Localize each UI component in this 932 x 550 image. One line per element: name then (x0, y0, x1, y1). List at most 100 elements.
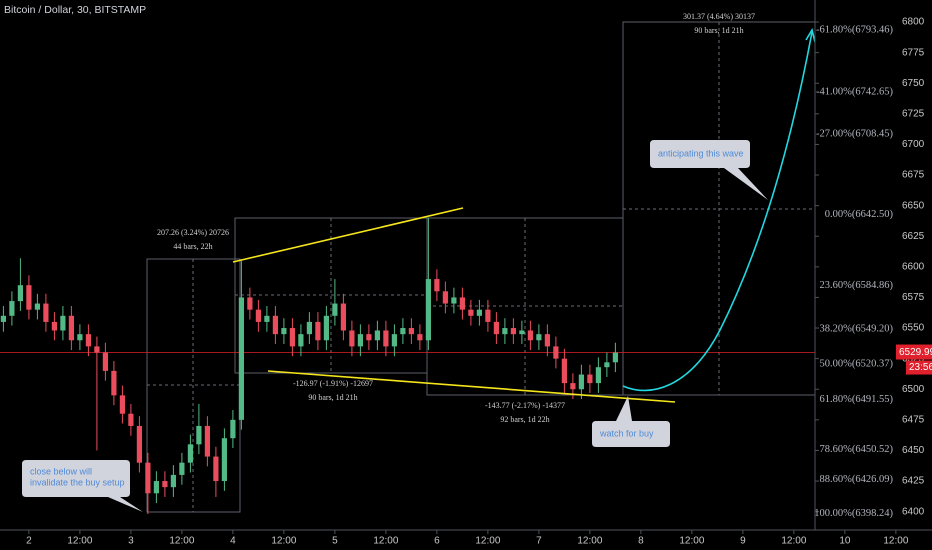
candle-body (536, 334, 542, 341)
candle-body (77, 334, 83, 341)
projection-curve (622, 31, 813, 392)
candle-body (349, 330, 355, 347)
price-layer (0, 217, 815, 515)
candle-body (340, 303, 346, 331)
trend-line (232, 207, 464, 263)
candle-body (587, 374, 593, 384)
measure-boxes (146, 21, 816, 513)
fib-label: -41.00%(6742.65) (816, 87, 893, 98)
measure-text: -143.77 (-2.17%) -14377 (485, 401, 565, 410)
x-tick-label: 9 (740, 536, 746, 547)
x-tick-label: 6 (434, 536, 440, 547)
y-tick-label: 6575 (902, 292, 925, 303)
candle-body (306, 321, 312, 335)
candle-body (595, 367, 601, 384)
candle-body (221, 438, 227, 482)
callout-box (592, 396, 670, 447)
candle-body (493, 321, 499, 335)
last-price-label: 6529.99 (899, 347, 932, 358)
candle-body (272, 315, 278, 335)
candle-body (187, 444, 193, 463)
callout-box (650, 140, 768, 200)
candle-body (60, 315, 66, 331)
candle-body (179, 462, 185, 475)
candle-body (170, 474, 176, 488)
candle-body (570, 383, 576, 390)
x-tick-label: 5 (332, 536, 338, 547)
measure-text: 207.26 (3.24%) 20726 (157, 228, 229, 237)
candle-body (9, 301, 15, 316)
x-tick-label: 12:00 (781, 536, 806, 547)
candle-body (612, 352, 618, 363)
axis-layer: 6400642564506475650065256550657566006625… (26, 17, 932, 547)
candle-body (408, 328, 414, 335)
candle-body (451, 297, 457, 304)
candle-body (204, 425, 210, 457)
y-tick-label: 6725 (902, 108, 925, 119)
x-tick-label: 3 (128, 536, 134, 547)
last-price-tag (896, 344, 932, 360)
candle-body (391, 334, 397, 347)
candle-body (238, 297, 244, 420)
candle-body (145, 462, 151, 494)
countdown-label: 23:56 (909, 362, 932, 373)
measure-detail: 90 bars, 1d 21h (694, 26, 743, 35)
fib-label: 23.60%(6584.86) (820, 280, 894, 291)
candle-body (247, 297, 253, 310)
y-tick-label: 6475 (902, 414, 925, 425)
callout-text: invalidate the buy setup (30, 477, 125, 487)
candle-body (102, 352, 108, 371)
measure-text: -126.97 (-1.91%) -12697 (293, 379, 373, 388)
candle-body (264, 315, 270, 322)
candle-body (459, 297, 465, 310)
chart-title: Bitcoin / Dollar, 30, BITSTAMP (4, 4, 146, 16)
candle-body (315, 321, 321, 341)
candle-body (111, 370, 117, 396)
candle-body (298, 334, 304, 347)
candle-body (485, 309, 491, 322)
candle-body (34, 303, 40, 310)
x-tick-label: 7 (536, 536, 542, 547)
candle-body (374, 330, 380, 341)
fib-label: -61.80%(6793.46) (816, 24, 893, 35)
candle-body (510, 328, 516, 335)
candle-body (213, 456, 219, 482)
y-tick-label: 6600 (902, 261, 925, 272)
callout-text: close below will (30, 466, 92, 476)
candle-body (255, 309, 261, 322)
candle-body (289, 328, 295, 347)
trend-line (267, 370, 676, 403)
candle-body (323, 315, 329, 341)
y-tick-label: 6550 (902, 323, 925, 334)
candle-body (442, 291, 448, 304)
y-tick-label: 6400 (902, 506, 925, 517)
candle-body (94, 346, 100, 353)
candle-body (17, 285, 23, 302)
callout-box (22, 460, 143, 512)
candle-body (578, 374, 584, 390)
candle-body (400, 328, 406, 335)
countdown-tag (906, 360, 932, 375)
candle-body (153, 481, 159, 494)
candle-body (468, 309, 474, 316)
candle-body (196, 425, 202, 445)
x-tick-label: 12:00 (271, 536, 296, 547)
projection-arrow (805, 27, 816, 43)
candle-body (332, 303, 338, 316)
candle-body (383, 330, 389, 347)
y-tick-label: 6700 (902, 139, 925, 150)
x-tick-label: 12:00 (67, 536, 92, 547)
x-tick-label: 12:00 (883, 536, 908, 547)
y-tick-label: 6625 (902, 231, 925, 242)
fib-label: 0.00%(6642.50) (825, 209, 894, 220)
candle-body (281, 328, 287, 335)
measure-detail: 90 bars, 1d 21h (308, 393, 357, 402)
candle-body (0, 315, 6, 322)
callout-text: anticipating this wave (658, 148, 744, 158)
x-tick-label: 10 (839, 536, 851, 547)
fib-label: -27.00%(6708.45) (816, 128, 893, 139)
y-tick-label: 6650 (902, 200, 925, 211)
callout-text: watch for buy (599, 428, 654, 438)
fib-label: 38.20%(6549.20) (820, 323, 894, 334)
